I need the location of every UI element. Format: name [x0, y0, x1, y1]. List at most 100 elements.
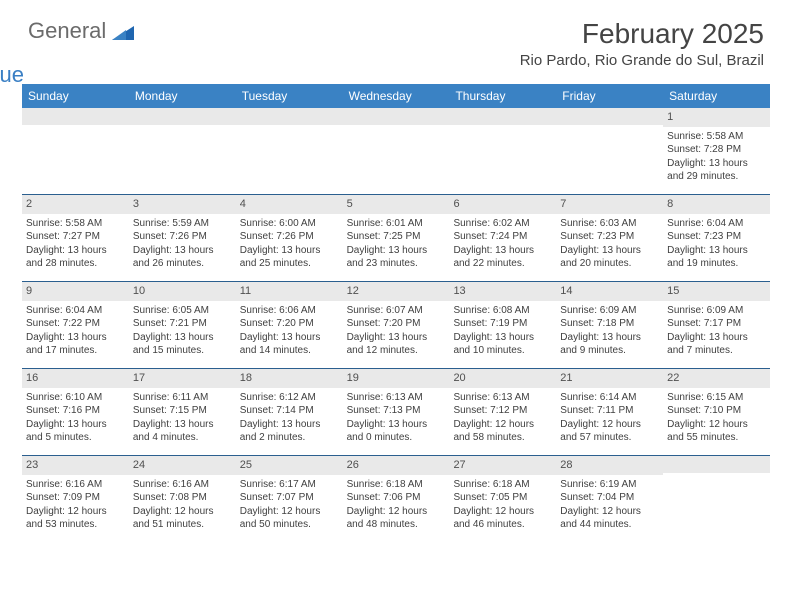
sunrise-text: Sunrise: 6:19 AM: [560, 478, 659, 492]
day-number: 10: [129, 282, 236, 301]
day-number: 12: [343, 282, 450, 301]
day-number: 25: [236, 456, 343, 475]
sunset-text: Sunset: 7:12 PM: [453, 404, 552, 418]
sunrise-text: Sunrise: 6:09 AM: [667, 304, 766, 318]
daylight-text: and 15 minutes.: [133, 344, 232, 358]
sunset-text: Sunset: 7:07 PM: [240, 491, 339, 505]
sunset-text: Sunset: 7:17 PM: [667, 317, 766, 331]
daylight-text: Daylight: 13 hours: [347, 418, 446, 432]
daylight-text: and 50 minutes.: [240, 518, 339, 532]
logo-triangle-icon: [112, 20, 134, 45]
day-number: 24: [129, 456, 236, 475]
week-row: 1Sunrise: 5:58 AMSunset: 7:28 PMDaylight…: [22, 108, 770, 195]
daylight-text: and 57 minutes.: [560, 431, 659, 445]
weekday-header: Saturday: [663, 84, 770, 108]
sunset-text: Sunset: 7:23 PM: [667, 230, 766, 244]
daylight-text: Daylight: 13 hours: [347, 244, 446, 258]
day-cell: 2Sunrise: 5:58 AMSunset: 7:27 PMDaylight…: [22, 195, 129, 281]
day-number: [449, 108, 556, 125]
day-cell: 7Sunrise: 6:03 AMSunset: 7:23 PMDaylight…: [556, 195, 663, 281]
daylight-text: Daylight: 12 hours: [667, 418, 766, 432]
day-cell: 28Sunrise: 6:19 AMSunset: 7:04 PMDayligh…: [556, 456, 663, 542]
sunset-text: Sunset: 7:25 PM: [347, 230, 446, 244]
day-number: [663, 456, 770, 473]
sunset-text: Sunset: 7:27 PM: [26, 230, 125, 244]
sunset-text: Sunset: 7:20 PM: [347, 317, 446, 331]
sunrise-text: Sunrise: 6:18 AM: [347, 478, 446, 492]
sunset-text: Sunset: 7:18 PM: [560, 317, 659, 331]
sunrise-text: Sunrise: 6:10 AM: [26, 391, 125, 405]
sunset-text: Sunset: 7:04 PM: [560, 491, 659, 505]
daylight-text: and 0 minutes.: [347, 431, 446, 445]
day-cell: [556, 108, 663, 194]
day-cell: 20Sunrise: 6:13 AMSunset: 7:12 PMDayligh…: [449, 369, 556, 455]
sunset-text: Sunset: 7:24 PM: [453, 230, 552, 244]
day-cell: 1Sunrise: 5:58 AMSunset: 7:28 PMDaylight…: [663, 108, 770, 194]
day-cell: 10Sunrise: 6:05 AMSunset: 7:21 PMDayligh…: [129, 282, 236, 368]
daylight-text: Daylight: 13 hours: [560, 331, 659, 345]
daylight-text: Daylight: 12 hours: [26, 505, 125, 519]
day-cell: 18Sunrise: 6:12 AMSunset: 7:14 PMDayligh…: [236, 369, 343, 455]
daylight-text: Daylight: 13 hours: [240, 331, 339, 345]
day-cell: [343, 108, 450, 194]
daylight-text: Daylight: 13 hours: [667, 244, 766, 258]
daylight-text: and 19 minutes.: [667, 257, 766, 271]
daylight-text: and 28 minutes.: [26, 257, 125, 271]
sunset-text: Sunset: 7:19 PM: [453, 317, 552, 331]
sunset-text: Sunset: 7:26 PM: [133, 230, 232, 244]
day-cell: [236, 108, 343, 194]
daylight-text: Daylight: 13 hours: [240, 244, 339, 258]
day-number: 9: [22, 282, 129, 301]
day-number: [343, 108, 450, 125]
daylight-text: Daylight: 13 hours: [26, 331, 125, 345]
daylight-text: and 55 minutes.: [667, 431, 766, 445]
sunset-text: Sunset: 7:11 PM: [560, 404, 659, 418]
daylight-text: Daylight: 12 hours: [240, 505, 339, 519]
day-number: 18: [236, 369, 343, 388]
sunset-text: Sunset: 7:16 PM: [26, 404, 125, 418]
sunset-text: Sunset: 7:06 PM: [347, 491, 446, 505]
day-number: 22: [663, 369, 770, 388]
daylight-text: and 7 minutes.: [667, 344, 766, 358]
daylight-text: and 20 minutes.: [560, 257, 659, 271]
daylight-text: and 2 minutes.: [240, 431, 339, 445]
sunrise-text: Sunrise: 6:13 AM: [347, 391, 446, 405]
day-number: [22, 108, 129, 125]
day-number: 3: [129, 195, 236, 214]
sunrise-text: Sunrise: 6:06 AM: [240, 304, 339, 318]
day-number: 13: [449, 282, 556, 301]
daylight-text: and 22 minutes.: [453, 257, 552, 271]
daylight-text: and 17 minutes.: [26, 344, 125, 358]
weekday-header: Thursday: [449, 84, 556, 108]
sunrise-text: Sunrise: 6:11 AM: [133, 391, 232, 405]
daylight-text: Daylight: 13 hours: [26, 418, 125, 432]
day-number: 26: [343, 456, 450, 475]
daylight-text: and 5 minutes.: [26, 431, 125, 445]
daylight-text: Daylight: 13 hours: [240, 418, 339, 432]
daylight-text: Daylight: 13 hours: [26, 244, 125, 258]
sunset-text: Sunset: 7:14 PM: [240, 404, 339, 418]
day-number: 5: [343, 195, 450, 214]
weekday-header: Wednesday: [343, 84, 450, 108]
daylight-text: and 48 minutes.: [347, 518, 446, 532]
week-row: 2Sunrise: 5:58 AMSunset: 7:27 PMDaylight…: [22, 195, 770, 282]
sunset-text: Sunset: 7:26 PM: [240, 230, 339, 244]
daylight-text: and 9 minutes.: [560, 344, 659, 358]
day-number: 14: [556, 282, 663, 301]
day-number: 8: [663, 195, 770, 214]
day-number: [129, 108, 236, 125]
daylight-text: Daylight: 12 hours: [347, 505, 446, 519]
calendar: SundayMondayTuesdayWednesdayThursdayFrid…: [22, 84, 770, 542]
sunrise-text: Sunrise: 6:17 AM: [240, 478, 339, 492]
logo-text-blue: Blue: [0, 62, 86, 88]
day-cell: 21Sunrise: 6:14 AMSunset: 7:11 PMDayligh…: [556, 369, 663, 455]
daylight-text: and 12 minutes.: [347, 344, 446, 358]
daylight-text: and 53 minutes.: [26, 518, 125, 532]
day-cell: 16Sunrise: 6:10 AMSunset: 7:16 PMDayligh…: [22, 369, 129, 455]
day-cell: 24Sunrise: 6:16 AMSunset: 7:08 PMDayligh…: [129, 456, 236, 542]
week-row: 16Sunrise: 6:10 AMSunset: 7:16 PMDayligh…: [22, 369, 770, 456]
header: General Blue February 2025 Rio Pardo, Ri…: [0, 0, 792, 74]
day-number: [556, 108, 663, 125]
day-number: 21: [556, 369, 663, 388]
sunrise-text: Sunrise: 6:09 AM: [560, 304, 659, 318]
